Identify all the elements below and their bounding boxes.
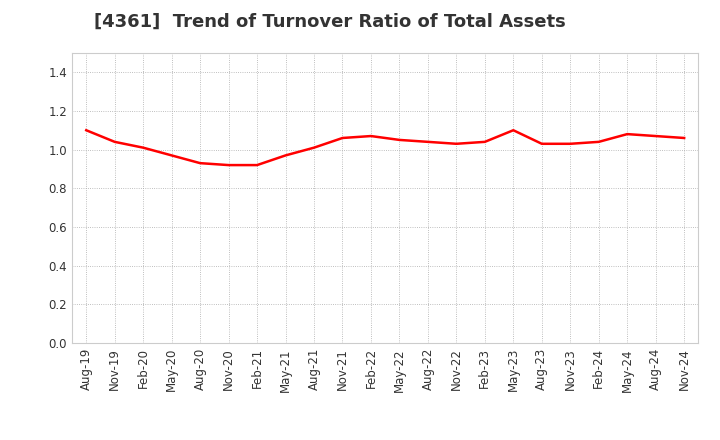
Text: [4361]  Trend of Turnover Ratio of Total Assets: [4361] Trend of Turnover Ratio of Total … <box>94 13 565 31</box>
